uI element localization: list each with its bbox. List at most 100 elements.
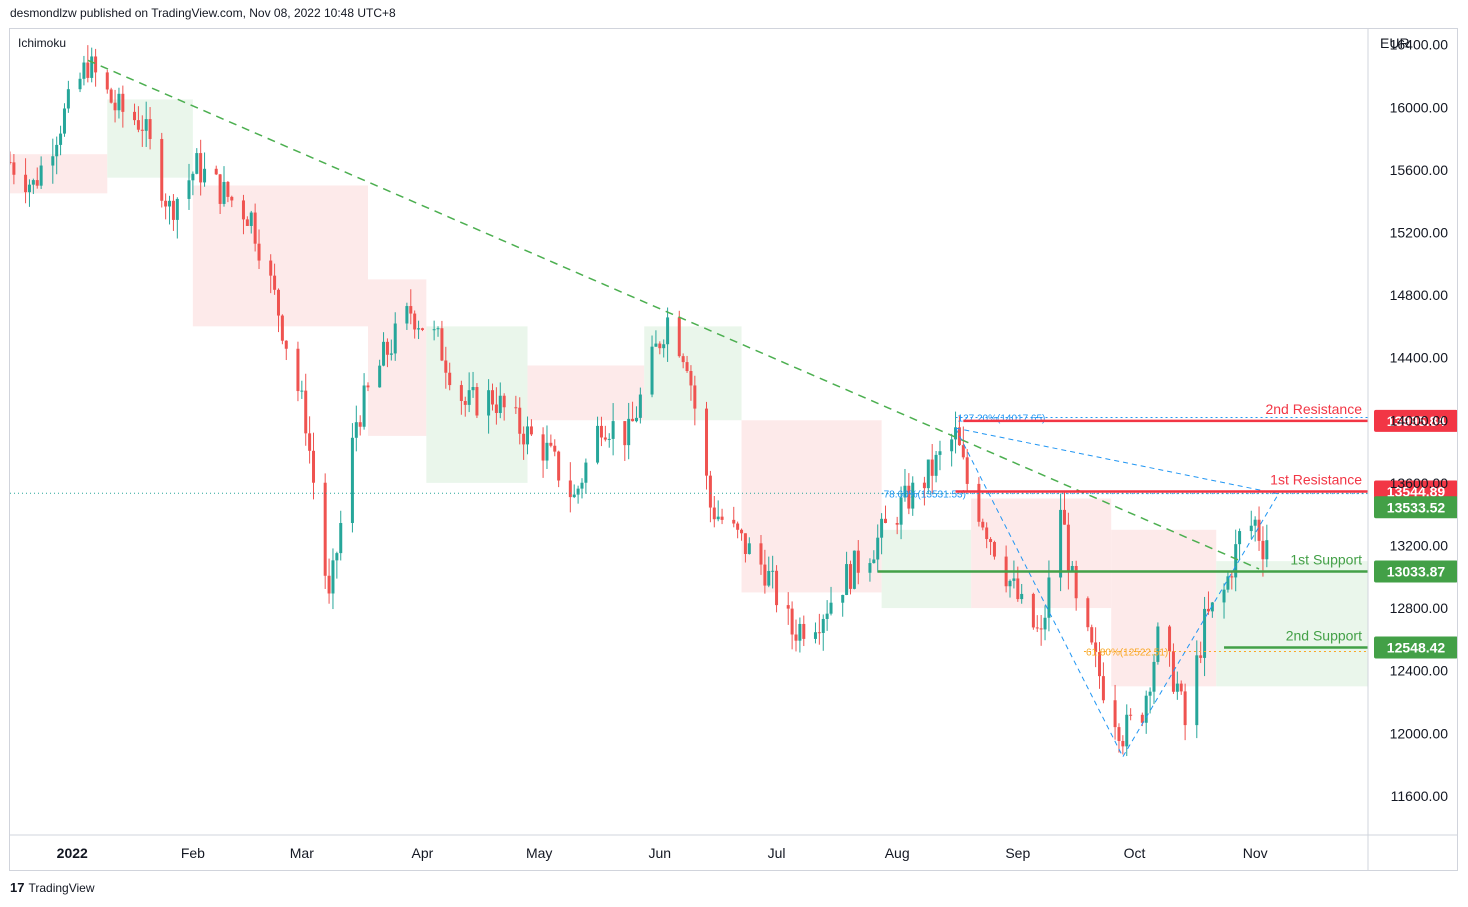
candle-body-49: [276, 289, 280, 316]
y-tick-label-5: 13600.00: [1390, 475, 1449, 491]
x-tick-label-2: Mar: [290, 845, 314, 861]
candle-body-180: [989, 539, 993, 543]
candle-body-164: [903, 485, 907, 498]
candle-body-18: [109, 89, 113, 103]
candle-body-21: [121, 93, 125, 112]
candle-body-227: [1249, 525, 1253, 532]
chart-frame[interactable]: 127.20%(14017.65) 78.60%(13531.53) 61.80%(…: [8, 28, 1458, 871]
candle-body-36: [203, 168, 207, 183]
candle-body-44: [249, 212, 253, 226]
candle-body-130: [716, 516, 720, 520]
candle-body-231: [1265, 540, 1269, 560]
level-label-0: 2nd Resistance: [1265, 401, 1362, 417]
candle-body-145: [798, 623, 802, 641]
candle-body-176: [965, 457, 969, 484]
indicator-label: Ichimoku: [18, 36, 66, 50]
candle-body-84: [467, 390, 471, 405]
candle-body-119: [658, 343, 662, 349]
candle-body-219: [1203, 608, 1207, 658]
candle-body-42: [241, 200, 245, 220]
x-tick-label-3: Apr: [412, 845, 434, 861]
cloud-segment-2: [192, 185, 368, 327]
candle-body-202: [1113, 700, 1117, 728]
candle-body-87: [487, 390, 491, 416]
y-tick-label-0: 11600.00: [1391, 788, 1449, 804]
y-tick-label-7: 14400.00: [1390, 350, 1449, 366]
x-tick-label-1: Feb: [181, 845, 205, 861]
candle-body-142: [786, 605, 790, 609]
y-tick-label-12: 16400.00: [1390, 37, 1449, 53]
candle-body-65: [362, 385, 366, 427]
candle-body-118: [654, 343, 658, 347]
candle-body-166: [911, 482, 915, 509]
brand-name[interactable]: TradingView: [28, 880, 95, 895]
level-badge-value-3: 12548.42: [1387, 639, 1446, 655]
candle-body-16: [94, 56, 98, 73]
candle-body-215: [1179, 683, 1183, 692]
level-badge-0: [1374, 409, 1458, 432]
candle-body-68: [382, 341, 386, 366]
candle-body-149: [821, 618, 825, 633]
candle-body-64: [358, 422, 362, 427]
candle-body-206: [1129, 714, 1133, 716]
candle-body-117: [650, 346, 654, 395]
candle-body-108: [599, 425, 603, 438]
y-tick-label-4: 13200.00: [1390, 537, 1449, 553]
candle-body-33: [191, 173, 195, 181]
level-badge-2: [1374, 560, 1458, 583]
candle-body-162: [895, 522, 899, 525]
candle-body-97: [541, 434, 545, 461]
candle-body-7: [51, 156, 55, 166]
candle-body-138: [763, 564, 767, 586]
level-label-2: 1st Support: [1290, 551, 1362, 567]
candle-body-147: [813, 632, 817, 639]
candle-body-153: [845, 564, 849, 595]
candle-body-151: [829, 602, 833, 614]
candle-body-50: [280, 315, 284, 341]
candle-body-208: [1144, 695, 1148, 723]
fib-level-label-0: 127.20%(14017.65): [958, 413, 1046, 424]
candle-body-102: [568, 480, 572, 498]
candle-body-158: [872, 559, 876, 564]
candle-body-19: [113, 102, 117, 111]
level-label-3: 2nd Support: [1286, 627, 1362, 643]
candle-body-172: [950, 439, 954, 452]
candle-body-112: [623, 421, 627, 446]
fib-level-label-2: 61.80%(12522.51): [1086, 647, 1168, 658]
candle-body-154: [848, 564, 852, 589]
candle-body-195: [1070, 565, 1074, 572]
candle-body-45: [253, 212, 257, 244]
candle-body-205: [1125, 714, 1129, 747]
candle-body-113: [627, 418, 631, 446]
candle-body-93: [518, 407, 522, 434]
candle-body-135: [743, 533, 747, 555]
candle-body-109: [603, 437, 607, 440]
candle-body-88: [490, 390, 494, 405]
candle-body-54: [304, 390, 308, 434]
candle-body-85: [471, 387, 475, 391]
candle-body-204: [1121, 740, 1125, 747]
candle-body-177: [977, 483, 981, 522]
candle-body-46: [257, 243, 261, 261]
level-label-1: 1st Resistance: [1270, 471, 1362, 487]
candle-body-216: [1183, 691, 1187, 726]
candle-body-75: [417, 328, 421, 330]
x-tick-label-9: Oct: [1124, 845, 1146, 861]
cloud-segment-9: [971, 498, 1112, 609]
candle-body-2: [24, 174, 28, 193]
fib-level-label-1: 78.60%(13531.53): [884, 490, 966, 501]
candle-body-0: [8, 162, 12, 164]
candle-body-32: [187, 180, 191, 199]
candle-body-6: [39, 165, 43, 186]
chart-canvas[interactable]: 127.20%(14017.65) 78.60%(13531.53) 61.80%(…: [8, 29, 1458, 870]
candle-body-150: [825, 613, 829, 619]
candle-body-218: [1199, 655, 1203, 658]
candle-body-155: [852, 550, 856, 589]
y-tick-label-9: 15200.00: [1390, 224, 1449, 240]
y-tick-label-6: 14000.00: [1390, 412, 1449, 428]
candle-body-114: [631, 418, 635, 422]
candle-body-28: [164, 200, 168, 207]
candle-body-139: [767, 570, 771, 586]
candle-body-25: [144, 119, 148, 131]
candle-body-223: [1226, 576, 1230, 590]
